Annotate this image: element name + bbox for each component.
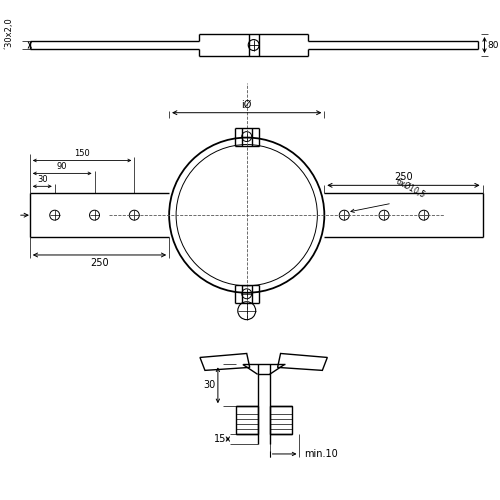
Text: 150: 150	[74, 150, 90, 158]
Text: min.10: min.10	[304, 449, 338, 459]
Text: 80: 80	[488, 40, 499, 50]
Text: 15: 15	[214, 434, 226, 444]
Text: ́30x2,0: ́30x2,0	[8, 20, 16, 50]
Bar	[270, 406, 291, 434]
Bar	[236, 406, 258, 434]
Text: 250: 250	[394, 172, 412, 182]
Text: 90: 90	[57, 162, 68, 172]
Text: 250: 250	[90, 258, 109, 268]
Text: iØ: iØ	[242, 100, 252, 110]
Text: 30: 30	[37, 176, 48, 184]
Text: 30: 30	[204, 380, 216, 390]
Text: 6xØ10,5: 6xØ10,5	[394, 177, 426, 201]
